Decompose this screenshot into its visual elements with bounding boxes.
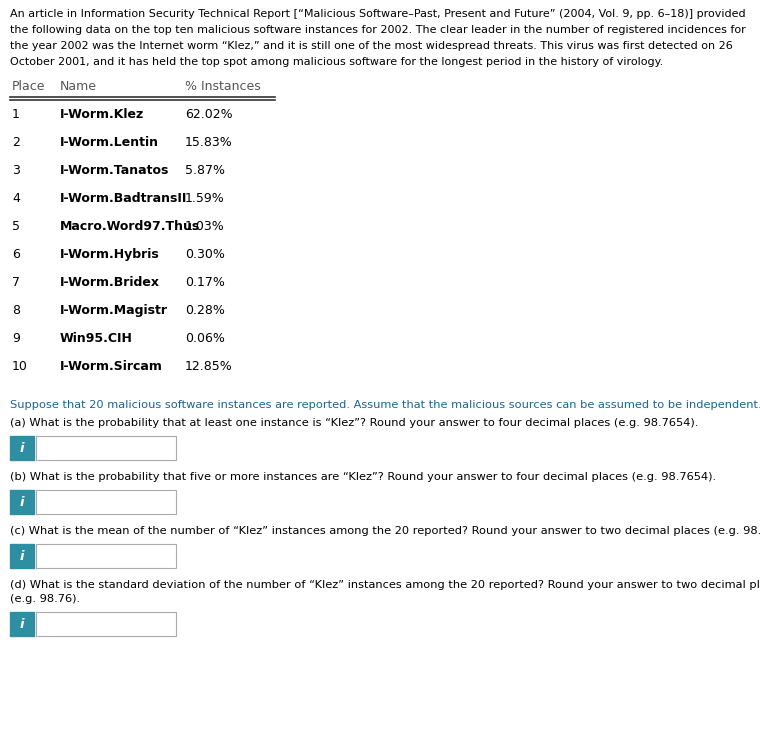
- Text: i: i: [20, 442, 24, 455]
- Text: Suppose that 20 malicious software instances are reported. Assume that the malic: Suppose that 20 malicious software insta…: [10, 400, 760, 410]
- Text: 1.59%: 1.59%: [185, 192, 225, 205]
- Text: 5.87%: 5.87%: [185, 164, 225, 177]
- Text: i: i: [20, 618, 24, 631]
- FancyBboxPatch shape: [36, 544, 176, 568]
- Text: the year 2002 was the Internet worm “Klez,” and it is still one of the most wide: the year 2002 was the Internet worm “Kle…: [10, 41, 733, 51]
- Text: 0.06%: 0.06%: [185, 332, 225, 345]
- Text: I-Worm.Sircam: I-Worm.Sircam: [60, 360, 163, 373]
- Text: 0.17%: 0.17%: [185, 276, 225, 289]
- Text: 1: 1: [12, 108, 20, 121]
- Text: 0.28%: 0.28%: [185, 304, 225, 317]
- Text: % Instances: % Instances: [185, 80, 261, 93]
- Text: 10: 10: [12, 360, 28, 373]
- FancyBboxPatch shape: [10, 544, 34, 568]
- Text: Win95.CIH: Win95.CIH: [60, 332, 133, 345]
- Text: Macro.Word97.Thus: Macro.Word97.Thus: [60, 220, 200, 233]
- Text: An article in Information Security Technical Report [“Malicious Software–Past, P: An article in Information Security Techn…: [10, 9, 746, 19]
- Text: 15.83%: 15.83%: [185, 136, 233, 149]
- Text: 2: 2: [12, 136, 20, 149]
- Text: 5: 5: [12, 220, 20, 233]
- Text: 4: 4: [12, 192, 20, 205]
- Text: 7: 7: [12, 276, 20, 289]
- FancyBboxPatch shape: [10, 612, 34, 636]
- Text: 12.85%: 12.85%: [185, 360, 233, 373]
- Text: I-Worm.Magistr: I-Worm.Magistr: [60, 304, 168, 317]
- FancyBboxPatch shape: [36, 612, 176, 636]
- Text: 1.03%: 1.03%: [185, 220, 225, 233]
- FancyBboxPatch shape: [36, 490, 176, 514]
- Text: (c) What is the mean of the number of “Klez” instances among the 20 reported? Ro: (c) What is the mean of the number of “K…: [10, 526, 760, 536]
- FancyBboxPatch shape: [10, 490, 34, 514]
- Text: 8: 8: [12, 304, 20, 317]
- Text: 6: 6: [12, 248, 20, 261]
- Text: (a) What is the probability that at least one instance is “Klez”? Round your ans: (a) What is the probability that at leas…: [10, 418, 698, 428]
- Text: I-Worm.Hybris: I-Worm.Hybris: [60, 248, 160, 261]
- Text: I-Worm.BadtransII: I-Worm.BadtransII: [60, 192, 188, 205]
- FancyBboxPatch shape: [36, 436, 176, 460]
- Text: I-Worm.Bridex: I-Worm.Bridex: [60, 276, 160, 289]
- FancyBboxPatch shape: [10, 436, 34, 460]
- Text: (b) What is the probability that five or more instances are “Klez”? Round your a: (b) What is the probability that five or…: [10, 472, 716, 482]
- Text: 9: 9: [12, 332, 20, 345]
- Text: 0.30%: 0.30%: [185, 248, 225, 261]
- Text: I-Worm.Klez: I-Worm.Klez: [60, 108, 144, 121]
- Text: Name: Name: [60, 80, 97, 93]
- Text: Place: Place: [12, 80, 46, 93]
- Text: 62.02%: 62.02%: [185, 108, 233, 121]
- Text: the following data on the top ten malicious software instances for 2002. The cle: the following data on the top ten malici…: [10, 25, 746, 35]
- Text: October 2001, and it has held the top spot among malicious software for the long: October 2001, and it has held the top sp…: [10, 57, 663, 67]
- Text: i: i: [20, 550, 24, 562]
- Text: I-Worm.Lentin: I-Worm.Lentin: [60, 136, 159, 149]
- Text: (d) What is the standard deviation of the number of “Klez” instances among the 2: (d) What is the standard deviation of th…: [10, 580, 760, 604]
- Text: 3: 3: [12, 164, 20, 177]
- Text: i: i: [20, 495, 24, 509]
- Text: I-Worm.Tanatos: I-Worm.Tanatos: [60, 164, 169, 177]
